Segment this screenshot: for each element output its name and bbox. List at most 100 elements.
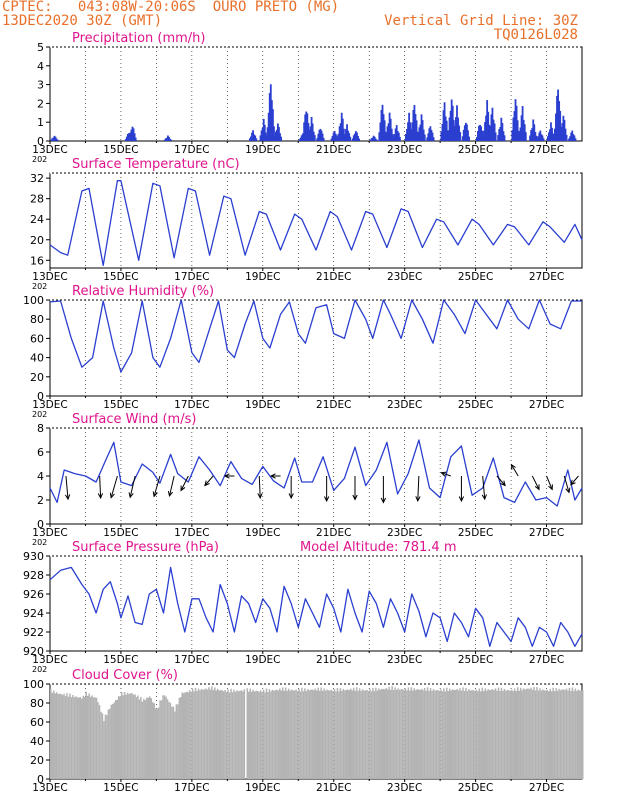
cloud-bar [296,691,299,779]
cloud-bar [412,690,414,779]
precip-bar [387,123,390,141]
cloud-bar [270,691,272,779]
cloud-bar [259,690,262,779]
wind-year-stub: 202 [32,538,47,547]
cloud-title: Cloud Cover (%) [72,668,178,683]
pressure-series-line [49,566,583,647]
wind-arrow-head [481,494,487,501]
precip-bar [280,136,282,141]
cloud-bar [231,692,234,779]
wind-arrow [65,475,69,500]
cloud-bar [227,689,229,779]
cloud-bar [484,688,486,779]
pressure-xtick-label: 21DEC [316,654,351,666]
precip-bar [306,113,309,141]
cloud-bar [446,687,448,779]
precip-bar [332,132,335,141]
wind-arrow-head [415,496,421,503]
cloud-bar [342,688,345,779]
cloud-ytick-label: 100 [23,678,44,691]
wind-arrow [153,475,161,497]
cloud-bar [543,690,546,779]
cloud-bar [321,690,324,779]
cloud-bar [116,699,118,779]
precip-bar [501,122,504,141]
header-line1: CPTEC: 043:08W-20:06S OURO PRETO (MG) [2,0,340,15]
cloud-bar [417,689,420,779]
precip-bar [395,125,398,141]
cloud-bar [92,697,95,779]
cloud-bar [104,714,107,779]
cloud-bar [187,692,189,779]
cloud-xtick-label: 23DEC [387,782,422,794]
cloud-bar [320,687,322,779]
cloud-bar [347,689,349,779]
wind-xtick-label: 21DEC [316,527,351,539]
cloud-bar [185,691,188,779]
cloud-bar [72,695,74,779]
precip-bar [163,139,166,141]
precip-bar [533,124,536,141]
cloud-bar [125,694,127,779]
cloud-bar [255,690,257,779]
precip-bar [380,109,383,141]
cloud-bar [252,689,254,779]
cloud-bar [378,688,380,779]
cloud-bar [101,713,104,779]
precip-bar [373,136,376,141]
precip-bar [263,124,266,141]
precip-bar [318,129,321,141]
cloud-bar [94,697,96,779]
precip-bar [500,117,503,141]
cloud-bar [279,688,281,779]
precip-bar [486,100,489,141]
cloud-bar [556,690,559,779]
precip-ytick-label: 3 [37,79,44,92]
temp-ytick-label: 20 [30,234,44,247]
cloud-bar [233,689,235,779]
cloud-bar [333,689,336,779]
cloud-bar [367,691,370,779]
cloud-bar [299,691,302,779]
cloud-bar [112,703,114,779]
cloud-bar [221,690,223,779]
cloud-bar [505,690,507,779]
precip-bar [432,137,435,141]
humidity-year-stub: 202 [32,410,47,419]
cloud-bar [214,687,216,779]
cloud-bar [51,692,53,779]
precip-bar [414,114,417,141]
precip-bar [251,132,253,141]
cloud-bar [316,690,318,779]
cloud-bar [78,697,80,779]
wind-title: Surface Wind (m/s) [72,412,196,427]
precip-bar [475,137,478,141]
precip-bar [559,110,562,141]
cloud-bar [144,700,147,779]
precip-bar [344,134,346,141]
cloud-bar [571,687,574,779]
cloud-bar [582,689,584,779]
humidity-ytick-label: 40 [30,352,44,365]
precip-bar [571,130,574,141]
precip-bar [50,139,53,141]
cloud-bar [545,690,547,779]
cloud-bar [530,687,532,779]
cloud-bar [119,696,121,779]
wind-arrow-head [167,490,174,498]
cloud-bar [276,689,278,779]
cloud-bar [159,700,161,779]
precip-bar [485,115,487,141]
precip-bar [55,138,58,141]
wind-arrow-head [257,493,263,500]
precip-bar [412,109,415,141]
cloud-bar [117,696,120,779]
precip-bar [383,120,386,141]
precip-bar [440,131,443,141]
cloud-bar [120,691,123,779]
cloud-bar [76,697,79,779]
cloud-bar [135,697,138,779]
cloud-bar [413,688,416,779]
cloud-bar [239,690,241,779]
cloud-bar [143,698,145,779]
